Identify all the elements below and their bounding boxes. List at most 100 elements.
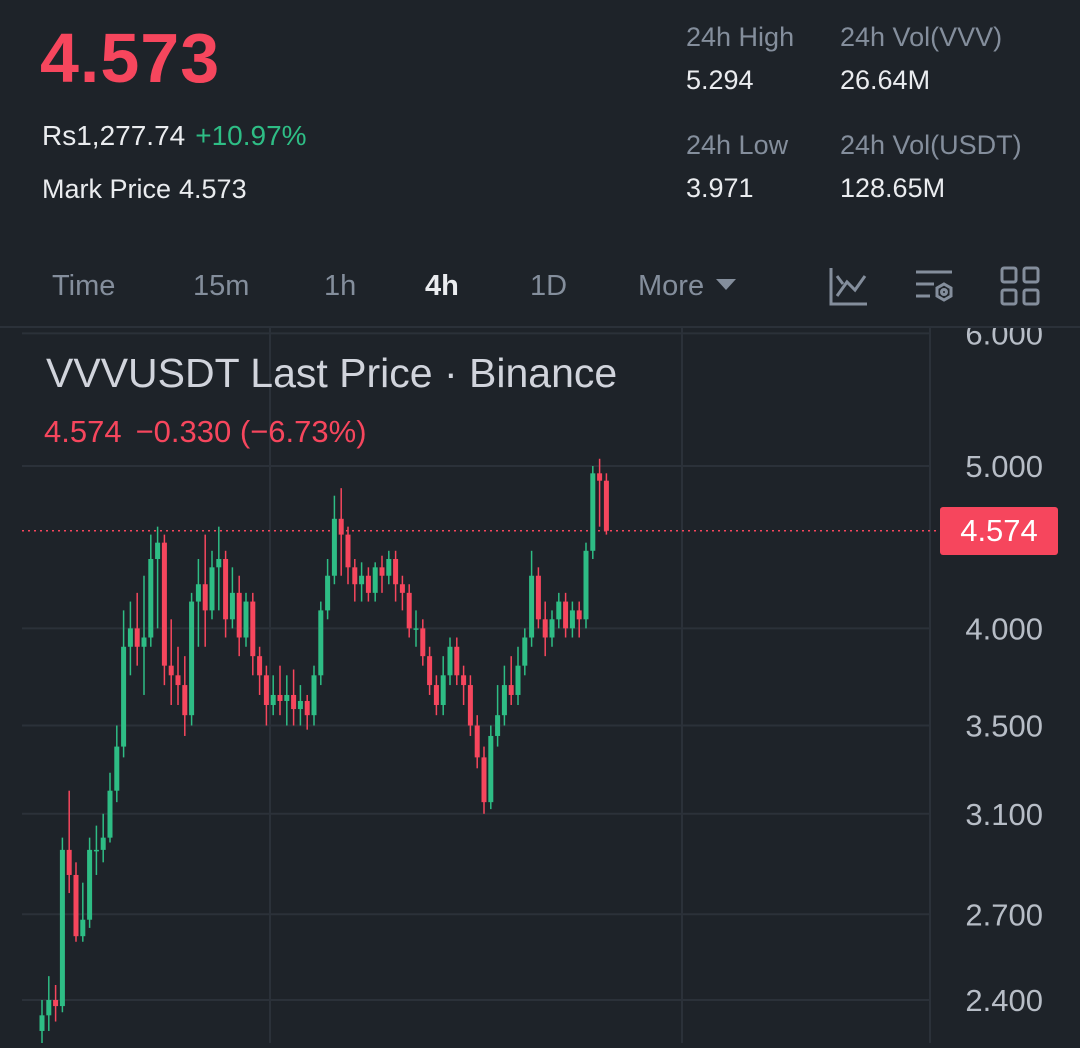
candle-body <box>467 685 473 726</box>
candle-body <box>39 1015 45 1031</box>
candle-body <box>495 715 501 736</box>
candle-body <box>488 735 494 803</box>
candle-body <box>352 567 358 585</box>
stat-24h-vol-base: 24h Vol(VVV) 26.64M <box>840 22 1002 96</box>
caret-down-icon <box>716 278 737 290</box>
candle-body <box>114 746 120 791</box>
candle-body <box>481 757 487 803</box>
tab-time[interactable]: Time <box>52 270 116 302</box>
tab-4h[interactable]: 4h <box>425 270 459 302</box>
candle-body <box>168 665 174 676</box>
candle-body <box>563 601 569 629</box>
y-tick-label: 3.500 <box>965 708 1043 743</box>
candle-body <box>243 601 249 638</box>
candle-body <box>148 559 154 638</box>
candle-body <box>189 601 195 716</box>
y-tick-label: 6.000 <box>965 328 1043 351</box>
candle-body <box>399 584 405 593</box>
tab-1d[interactable]: 1D <box>530 270 568 302</box>
stat-24h-low: 24h Low 3.971 <box>686 130 788 204</box>
candle-body <box>257 656 263 676</box>
candle-body <box>474 725 480 758</box>
tab-more[interactable]: More <box>638 270 737 303</box>
candle-body <box>597 473 603 481</box>
candle-body <box>304 700 310 716</box>
candle-body <box>73 874 79 937</box>
chart-settings-icon[interactable] <box>912 264 956 308</box>
ohlc-change-value: −0.330 (−6.73%) <box>135 414 367 449</box>
last-price: 4.573 <box>40 19 221 97</box>
candle-body <box>155 542 161 560</box>
interval-tabs: Time 15m 1h 4h 1D More <box>0 256 1080 320</box>
market-header: 4.573 Rs1,277.74 +10.97% Mark Price 4.573 … <box>0 0 1080 250</box>
tabs-divider <box>0 326 1080 328</box>
candle-body <box>93 849 99 852</box>
current-price-tag: 4.574 <box>940 507 1058 555</box>
candle-body <box>297 700 303 710</box>
candlestick-chart[interactable]: 6.000 5.000 4.000 3.500 3.100 2.700 2.400 <box>0 316 1080 1047</box>
candle-body <box>433 685 439 706</box>
candle-body <box>365 575 371 593</box>
candle-body <box>59 849 65 1007</box>
candle-body <box>209 567 215 611</box>
candle-body <box>413 628 419 630</box>
stat-24h-high: 24h High 5.294 <box>686 22 794 96</box>
tab-15m[interactable]: 15m <box>193 270 250 302</box>
stat-value: 26.64M <box>840 65 931 95</box>
candle-body <box>263 675 269 706</box>
candle-body <box>107 790 113 838</box>
candle-body <box>535 575 541 620</box>
candle-body <box>223 559 229 620</box>
candle-body <box>359 575 365 585</box>
candle-body <box>325 575 331 611</box>
candle-body <box>318 610 324 676</box>
candle-body <box>87 849 93 920</box>
candle-body <box>182 685 188 716</box>
change-percent: +10.97% <box>195 120 307 151</box>
candle-body <box>372 567 378 593</box>
candle-body <box>277 694 283 701</box>
candle-body <box>141 637 147 647</box>
candle-body <box>46 1000 52 1016</box>
candle-body <box>134 628 140 647</box>
candle-body <box>515 665 521 695</box>
candle-body <box>53 1000 59 1007</box>
candle-body <box>66 849 72 875</box>
candle-body <box>216 559 222 568</box>
candle-body <box>202 584 208 611</box>
candle-body <box>386 559 392 576</box>
y-tick-label: 2.700 <box>965 897 1043 932</box>
candle-body <box>522 637 528 666</box>
indicator-chart-icon[interactable] <box>827 264 871 308</box>
price-chart[interactable]: 6.000 5.000 4.000 3.500 3.100 2.700 2.400 VVVU… <box>0 316 1080 1047</box>
candle-body <box>175 675 181 686</box>
candle-body <box>447 646 453 676</box>
candle-body <box>338 518 344 535</box>
mark-price-label: Mark Price <box>42 174 172 204</box>
candle-body <box>583 550 589 620</box>
candle-body <box>127 628 133 647</box>
candle-body <box>284 694 290 701</box>
stat-label: 24h High <box>686 22 795 52</box>
chart-title: VVVUSDT Last Price · Binance <box>46 350 618 396</box>
candle-body <box>529 575 535 638</box>
candle-body <box>379 567 385 576</box>
candle-body <box>549 619 555 638</box>
y-tick-label: 4.000 <box>965 611 1043 646</box>
candle-body <box>440 675 446 706</box>
candle-body <box>331 518 337 576</box>
y-tick-label: 3.100 <box>965 797 1043 832</box>
tab-1h[interactable]: 1h <box>324 270 357 302</box>
candle-body <box>291 694 297 710</box>
stat-label: 24h Low <box>686 130 789 160</box>
layout-grid-icon[interactable] <box>998 264 1042 308</box>
stat-label: 24h Vol(VVV) <box>840 22 1003 52</box>
candle-body <box>420 628 426 657</box>
mark-price-value: 4.573 <box>179 174 247 204</box>
candle-body <box>603 480 609 531</box>
candle-body <box>250 601 256 657</box>
candle-body <box>229 592 235 620</box>
candle-body <box>454 646 460 676</box>
candle-body <box>590 473 596 551</box>
stat-value: 5.294 <box>686 65 754 95</box>
